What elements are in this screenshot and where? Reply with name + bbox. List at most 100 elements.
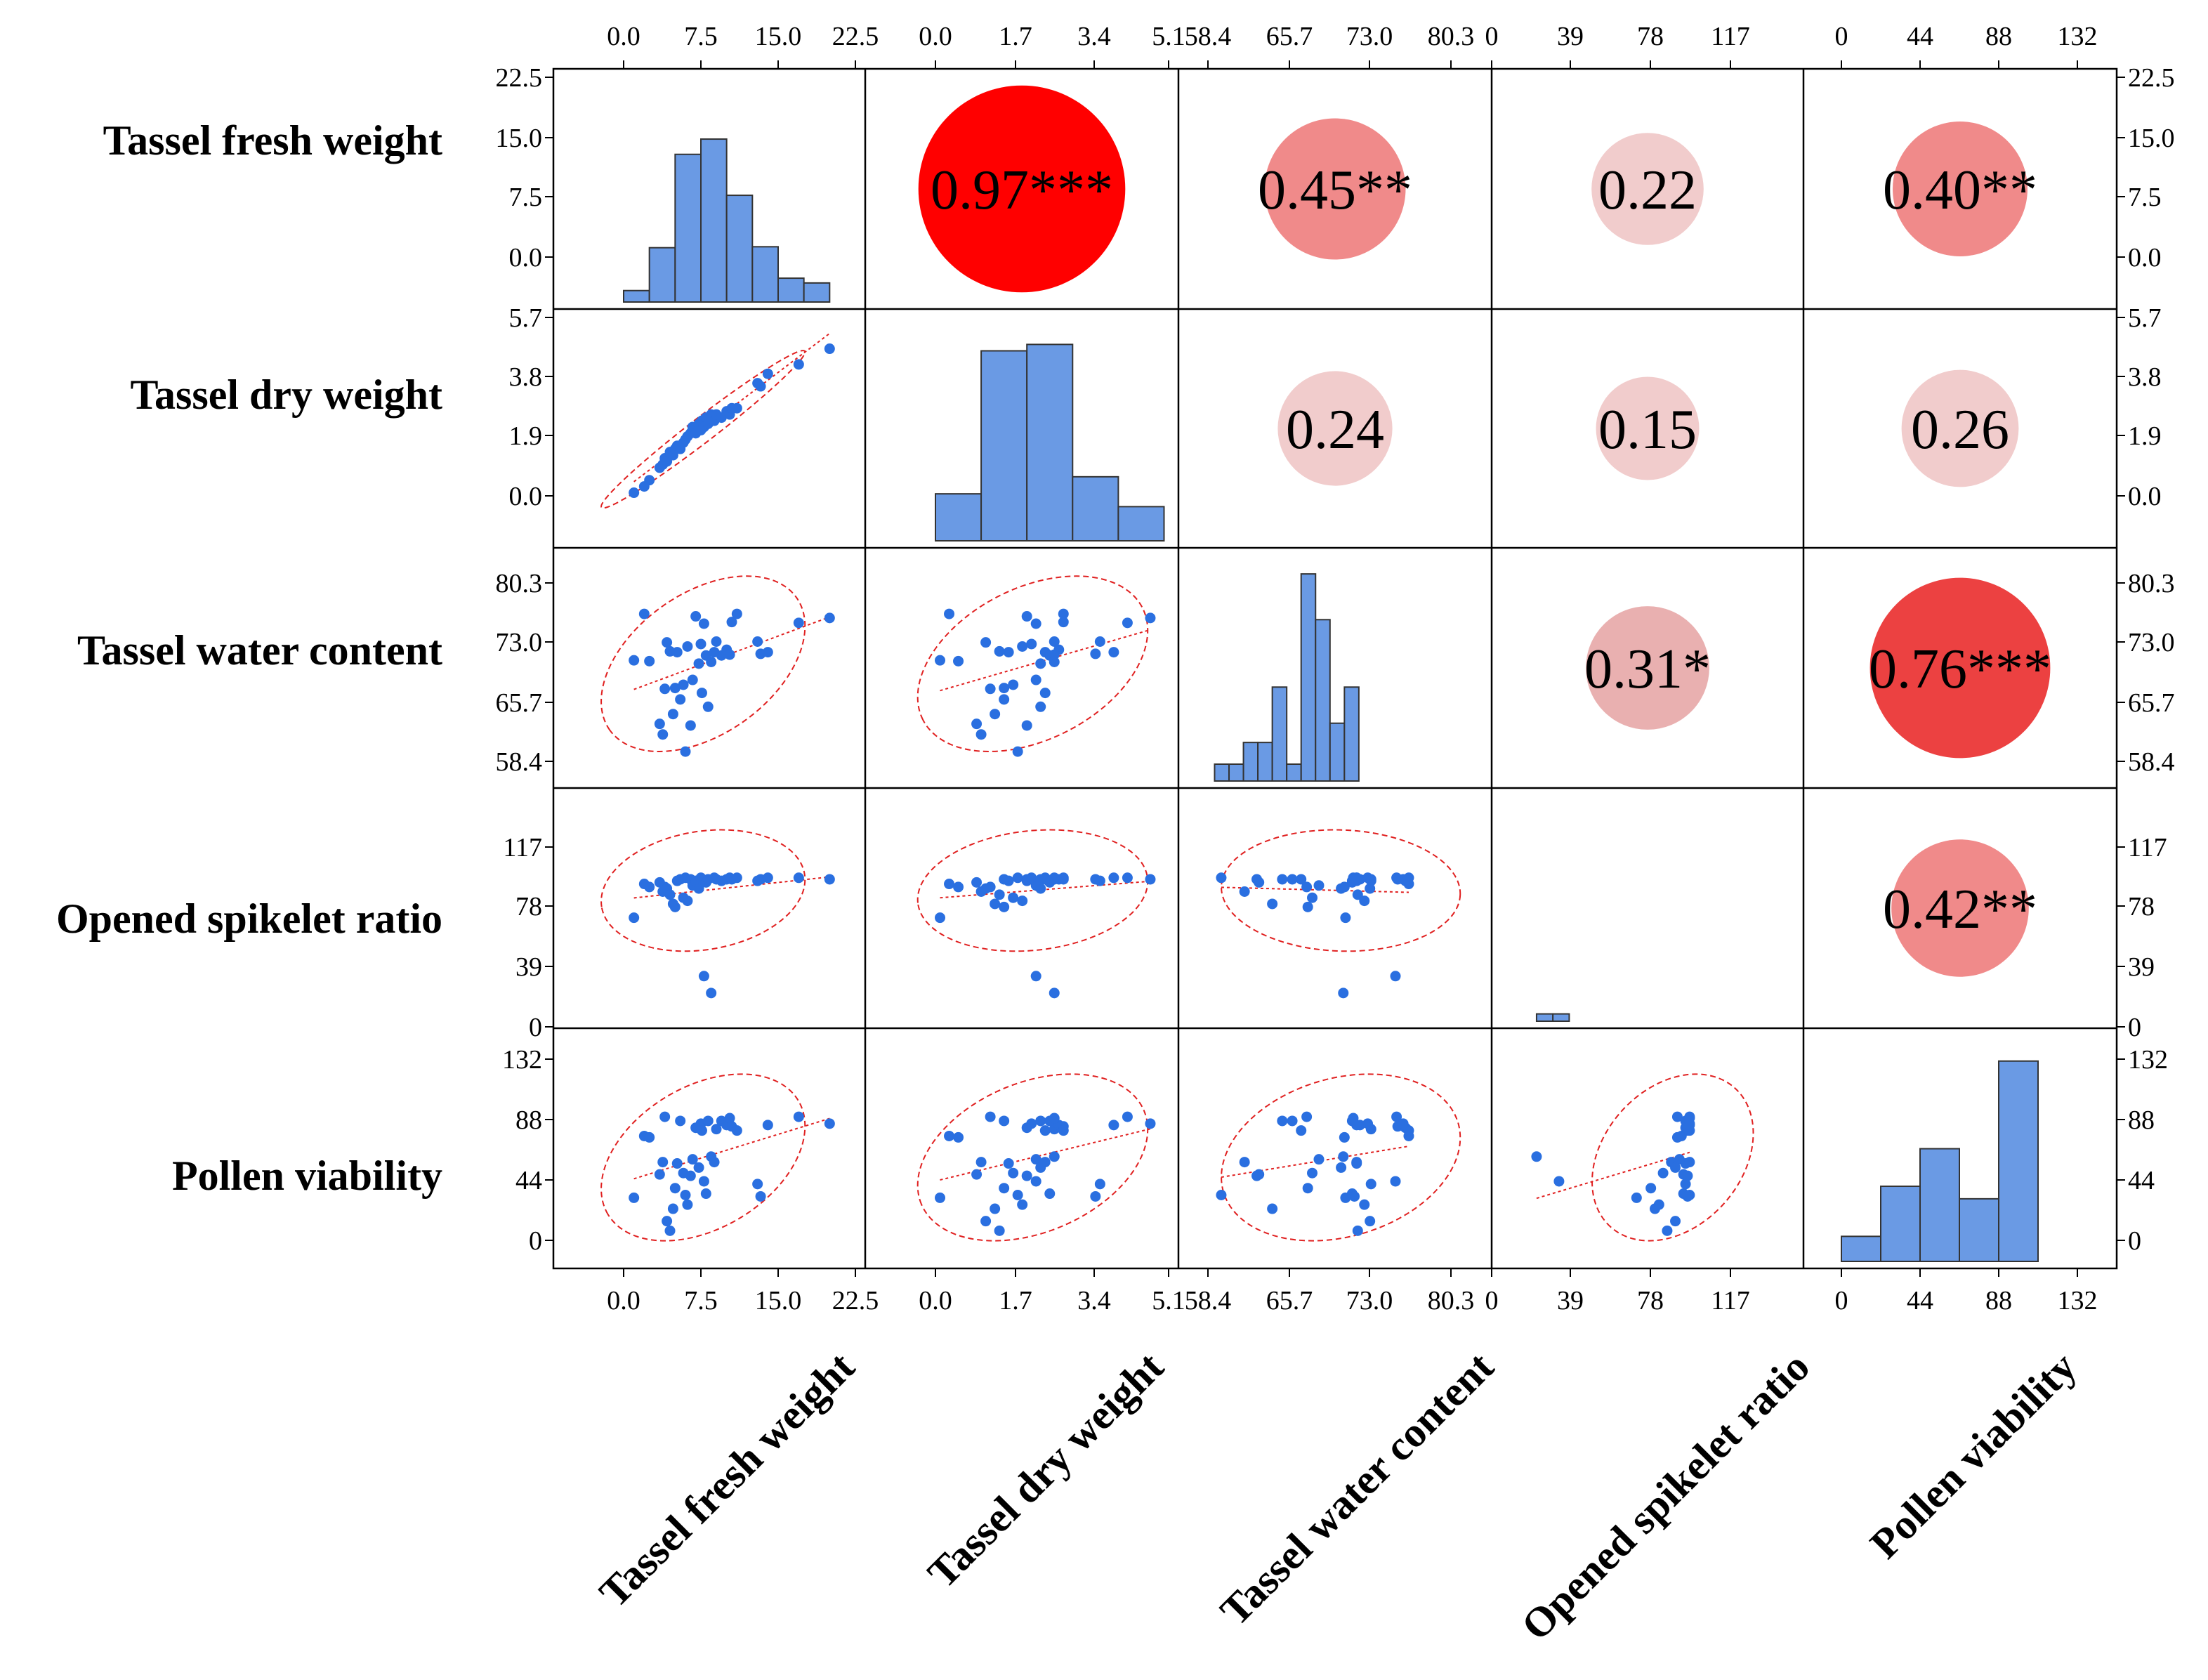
scatter-point <box>667 709 678 720</box>
scatter-point <box>644 655 655 667</box>
scatter-point <box>690 611 702 622</box>
correlation-label: 0.22 <box>1598 159 1697 221</box>
bottom-tick-label: 1.7 <box>999 1286 1032 1315</box>
scatter-point <box>1030 1176 1041 1187</box>
bottom-tick-label: 0.0 <box>607 1286 640 1315</box>
scatter-point <box>693 658 704 669</box>
left-tick-label: 88 <box>515 1105 542 1135</box>
scatter-point <box>1277 1115 1288 1127</box>
histogram-bar <box>725 195 754 303</box>
scatter-point <box>1365 1124 1376 1135</box>
right-tick-label: 73.0 <box>2128 628 2175 657</box>
scatter-point <box>654 1169 665 1180</box>
scatter-point <box>693 1162 704 1173</box>
scatter-point <box>1239 886 1250 897</box>
bottom-tick-label: 5.1 <box>1152 1286 1185 1315</box>
scatter-point <box>1653 1199 1664 1210</box>
scatter-point <box>793 872 804 884</box>
scatter-point <box>1296 874 1307 885</box>
scatter-point <box>980 1216 992 1227</box>
scatter-point <box>944 608 955 619</box>
confidence-ellipse <box>916 1073 1149 1242</box>
scatter-point <box>935 1192 946 1203</box>
confidence-ellipse <box>600 1073 806 1242</box>
histogram-bar <box>674 153 702 303</box>
left-tick-label: 7.5 <box>509 183 543 212</box>
histogram-bar <box>648 247 676 303</box>
correlation-circle <box>1893 122 2028 256</box>
scatter-point <box>667 1203 678 1214</box>
scatter-point <box>1058 1125 1069 1136</box>
row-label: Tassel fresh weight <box>103 117 442 164</box>
scatter-point <box>953 881 964 893</box>
scatter-point <box>1671 1111 1683 1122</box>
right-tick-label: 44 <box>2128 1166 2155 1195</box>
scatter-point <box>994 889 1005 900</box>
bottom-tick-label: 132 <box>2058 1286 2098 1315</box>
scatter-point <box>824 612 835 624</box>
bottom-tick-label: 88 <box>1985 1286 2012 1315</box>
scatter-point <box>990 1203 1001 1214</box>
correlation-label: 0.97*** <box>931 159 1113 221</box>
histogram-bar <box>1271 686 1288 782</box>
histogram-bar <box>1919 1148 1960 1262</box>
correlation-circle <box>1264 118 1406 260</box>
scatter-point <box>682 895 693 907</box>
scatter-point <box>1365 1179 1376 1190</box>
scatter-point <box>1021 1170 1032 1181</box>
scatter-point <box>1352 1225 1363 1236</box>
histogram-bar <box>1329 722 1346 782</box>
correlation-label: 0.15 <box>1598 399 1697 461</box>
fit-line <box>940 880 1151 899</box>
scatter-point <box>662 637 673 648</box>
correlation-circle <box>1596 376 1700 480</box>
scatter-point <box>1003 1158 1014 1169</box>
scatter-point <box>994 1225 1005 1236</box>
histogram-bar <box>1228 763 1244 782</box>
scatter-point <box>1349 1190 1360 1202</box>
scatter-point <box>1035 701 1046 712</box>
bottom-tick-label: 44 <box>1907 1286 1933 1315</box>
scatter-point <box>935 912 946 924</box>
confidence-ellipse <box>600 350 806 509</box>
scatter-point <box>1365 1216 1376 1227</box>
column-label: Tassel fresh weight <box>591 1344 863 1616</box>
top-tick-label: 80.3 <box>1428 22 1475 51</box>
right-tick-label: 65.7 <box>2128 688 2175 718</box>
column-label: Pollen viability <box>1861 1344 2085 1568</box>
scatter-point <box>1390 971 1401 982</box>
bottom-tick-label: 58.4 <box>1185 1286 1232 1315</box>
scatter-point <box>1339 1131 1350 1143</box>
histogram-bar <box>1026 343 1074 542</box>
scatter-point <box>629 1192 640 1203</box>
scatter-point <box>1631 1192 1642 1203</box>
top-tick-label: 117 <box>1711 22 1750 51</box>
scatter-point <box>762 1120 773 1131</box>
scatter-point <box>971 877 983 888</box>
scatter-point <box>696 1125 707 1136</box>
right-tick-label: 0.0 <box>2128 482 2162 511</box>
left-tick-label: 44 <box>515 1166 542 1195</box>
correlation-circle <box>918 85 1126 293</box>
scatter-point <box>1359 1199 1370 1210</box>
right-tick-label: 22.5 <box>2128 63 2175 93</box>
scatter-point <box>731 1125 742 1136</box>
scatter-point <box>1122 872 1133 884</box>
scatter-point <box>1026 638 1037 650</box>
scatter-point <box>644 881 655 893</box>
correlation-circle <box>1586 606 1709 730</box>
scatter-point <box>669 901 681 912</box>
scatter-point <box>1030 1154 1041 1165</box>
top-tick-label: 22.5 <box>832 22 879 51</box>
scatter-point <box>990 709 1001 720</box>
left-tick-label: 1.9 <box>509 421 543 451</box>
bottom-tick-label: 15.0 <box>755 1286 802 1315</box>
scatter-point <box>671 647 683 658</box>
right-tick-label: 88 <box>2128 1105 2155 1135</box>
scatter-point <box>1003 647 1014 658</box>
top-tick-label: 1.7 <box>999 22 1032 51</box>
scatter-point <box>1674 1154 1685 1165</box>
scatter-point <box>1338 1151 1349 1162</box>
fit-line <box>1536 1151 1690 1200</box>
left-tick-label: 0 <box>529 1013 542 1042</box>
